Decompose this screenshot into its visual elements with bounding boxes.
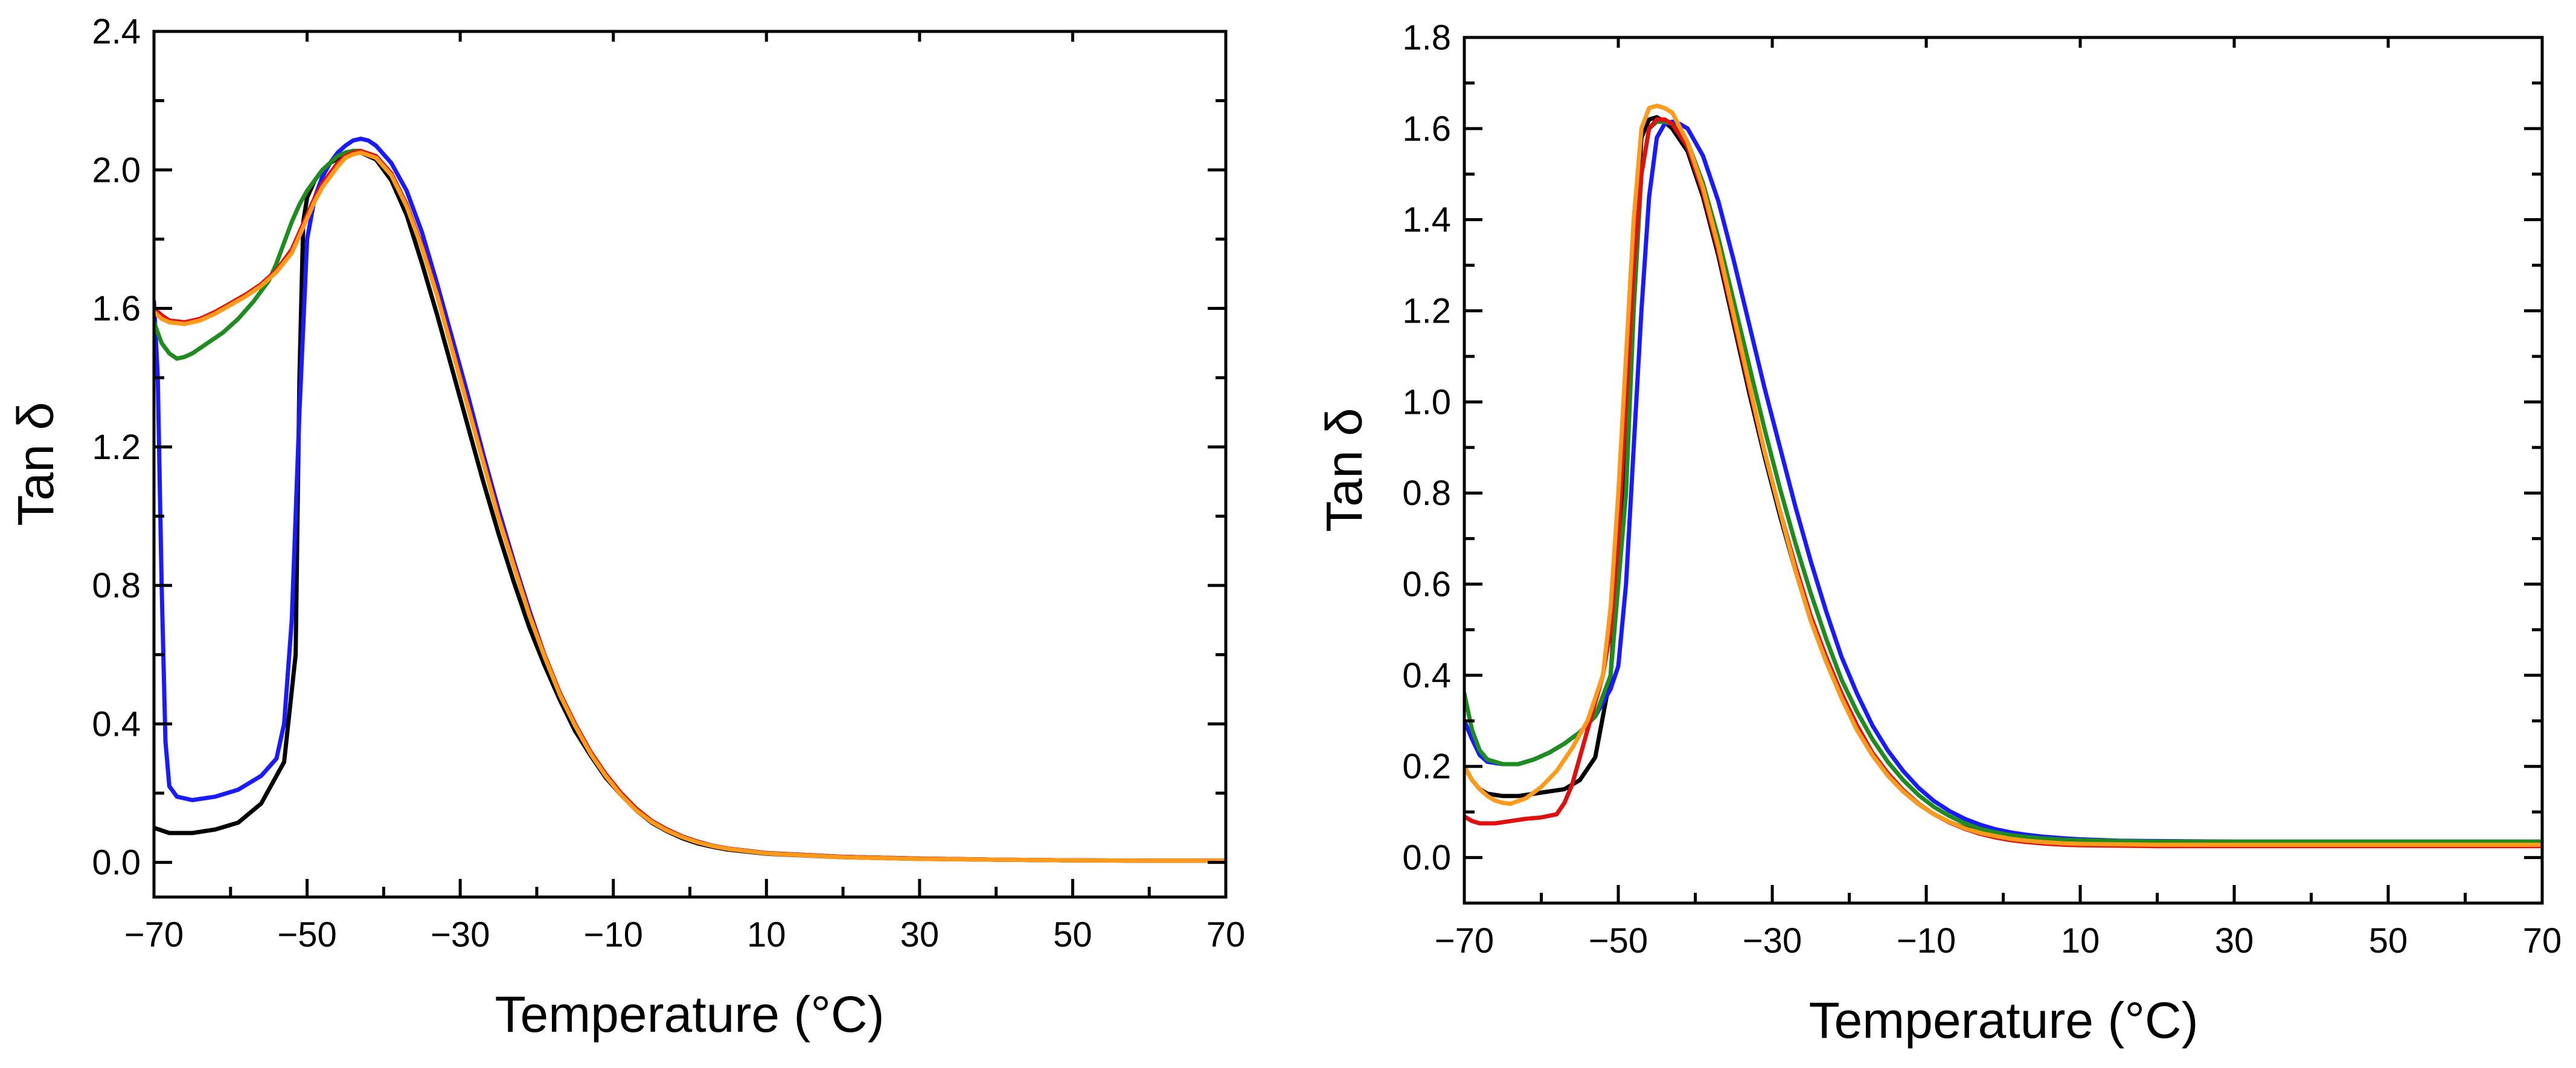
- y-tick-label: 1.8: [1402, 18, 1451, 57]
- x-tick-label: −10: [584, 915, 643, 954]
- y-tick-label: 0.2: [1402, 747, 1451, 787]
- x-tick-label: −50: [1589, 921, 1648, 960]
- y-tick-label: 0.8: [92, 566, 141, 605]
- y-tick-label: 0.0: [92, 843, 141, 883]
- x-tick-label: 10: [747, 915, 786, 954]
- x-tick-label: 70: [2523, 921, 2562, 960]
- y-tick-label: 0.6: [1402, 565, 1451, 604]
- chart-left: −70 −50 −30 −10 10 30 50 70 0.0 0.4 0.8 1.2 1.6 2.0 2.…: [7, 12, 1245, 1043]
- chart-right: −70 −50 −30 −10 10 30 50 70 0.0 0.2 0.4 0.6 0.8 1.0 1.…: [1316, 18, 2562, 1049]
- x-tick-label: −50: [277, 915, 336, 954]
- x-axis-title: Temperature (°C): [495, 986, 884, 1043]
- x-tick-label: −70: [124, 915, 184, 954]
- series-line-orange: [1464, 103, 2542, 847]
- y-tick-label: 2.0: [92, 150, 141, 190]
- x-axis-title: Temperature (°C): [1809, 992, 2198, 1049]
- y-axis-title: Tan δ: [1316, 408, 1373, 532]
- x-tick-label: −10: [1897, 921, 1956, 960]
- y-tick-label: 0.4: [92, 704, 141, 744]
- x-tick-label: 10: [2061, 921, 2100, 960]
- series-layer: [1464, 103, 2542, 849]
- y-tick-label: 0.8: [1402, 474, 1451, 513]
- y-tick-label: 0.4: [1402, 656, 1451, 695]
- plot-frame: [152, 30, 1228, 899]
- x-tick-label: 30: [900, 915, 940, 954]
- series-line-blue: [154, 137, 1226, 863]
- y-tick-label: 1.4: [1402, 201, 1451, 240]
- series-line-green: [1464, 120, 2542, 844]
- x-tick-label: 50: [1053, 915, 1092, 954]
- ticks-layer: −70 −50 −30 −10 10 30 50 70 0.0 0.2 0.4 0.6 0.8 1.0 1.…: [1402, 18, 2562, 960]
- x-tick-label: −30: [1743, 921, 1802, 960]
- y-tick-label: 1.2: [92, 428, 141, 467]
- series-line-orange: [154, 150, 1226, 863]
- y-tick-label: 1.6: [1402, 109, 1451, 149]
- x-tick-label: −30: [431, 915, 490, 954]
- y-axis-title: Tan δ: [7, 402, 64, 526]
- x-tick-label: −70: [1435, 921, 1494, 960]
- y-tick-label: 1.2: [1402, 292, 1451, 331]
- series-line-red: [154, 149, 1226, 863]
- y-tick-label: 0.0: [1402, 838, 1451, 878]
- y-tick-label: 1.6: [92, 289, 141, 329]
- x-tick-label: 30: [2215, 921, 2254, 960]
- series-line-green: [154, 149, 1226, 863]
- x-tick-label: 50: [2369, 921, 2408, 960]
- y-tick-label: 1.0: [1402, 382, 1451, 422]
- series-layer: [154, 137, 1226, 863]
- series-line-black: [154, 150, 1226, 863]
- ticks-layer: −70 −50 −30 −10 10 30 50 70 0.0 0.4 0.8 1.2 1.6 2.0 2.…: [92, 12, 1245, 954]
- y-tick-label: 2.4: [92, 12, 141, 51]
- x-tick-label: 70: [1206, 915, 1246, 954]
